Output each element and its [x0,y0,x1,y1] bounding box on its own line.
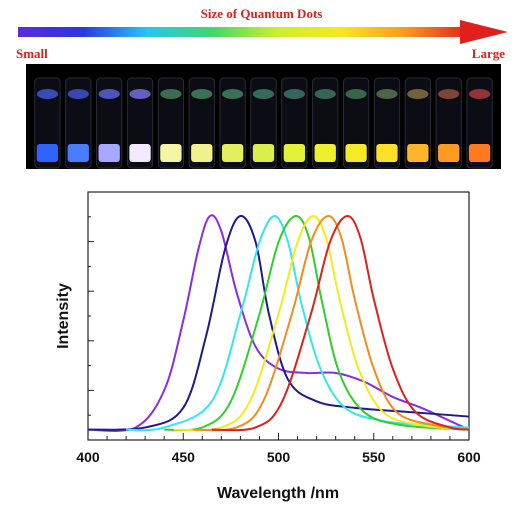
vial [188,77,215,169]
spectrum-curve [164,215,470,432]
vial [342,77,370,169]
vial [466,77,493,169]
spectrum-curve [126,215,470,432]
vial [373,77,401,169]
vial [281,77,308,169]
x-tick-label: 600 [457,449,481,465]
large-label: Large [471,46,505,61]
y-axis-ticks [88,191,94,441]
spectrum-curve [211,215,470,432]
spectrum-curve [173,215,470,432]
emission-spectrum-chart: 400 450 500 550 600 Wavelength /nm Intensity [55,191,481,502]
x-axis-title: Wavelength /nm [217,485,339,502]
x-tick-label: 400 [76,449,100,465]
vial [404,77,431,169]
y-axis-title: Intensity [55,283,72,349]
x-axis-ticks: 400 450 500 550 600 [76,433,481,465]
spectrum-curve [192,215,470,432]
x-tick-label: 550 [362,449,386,465]
vial [250,77,277,169]
vial [435,77,462,169]
vial [126,77,154,169]
spectrum-curve [87,214,470,431]
small-label: Small [16,46,48,61]
x-tick-label: 450 [172,449,196,465]
banner-title: Size of Quantum Dots [200,6,323,21]
size-arrow-shaft [18,27,470,37]
spectrum-curve [87,214,470,432]
vial [34,77,61,169]
vial [65,77,92,169]
vial [312,77,339,169]
vial [96,77,123,169]
size-arrow [18,20,508,44]
vial-photo [26,64,501,169]
x-tick-label: 500 [267,449,291,465]
spectrum-curves [87,214,470,432]
vial [157,77,185,169]
vial [219,77,246,169]
size-arrow-head [460,20,508,44]
